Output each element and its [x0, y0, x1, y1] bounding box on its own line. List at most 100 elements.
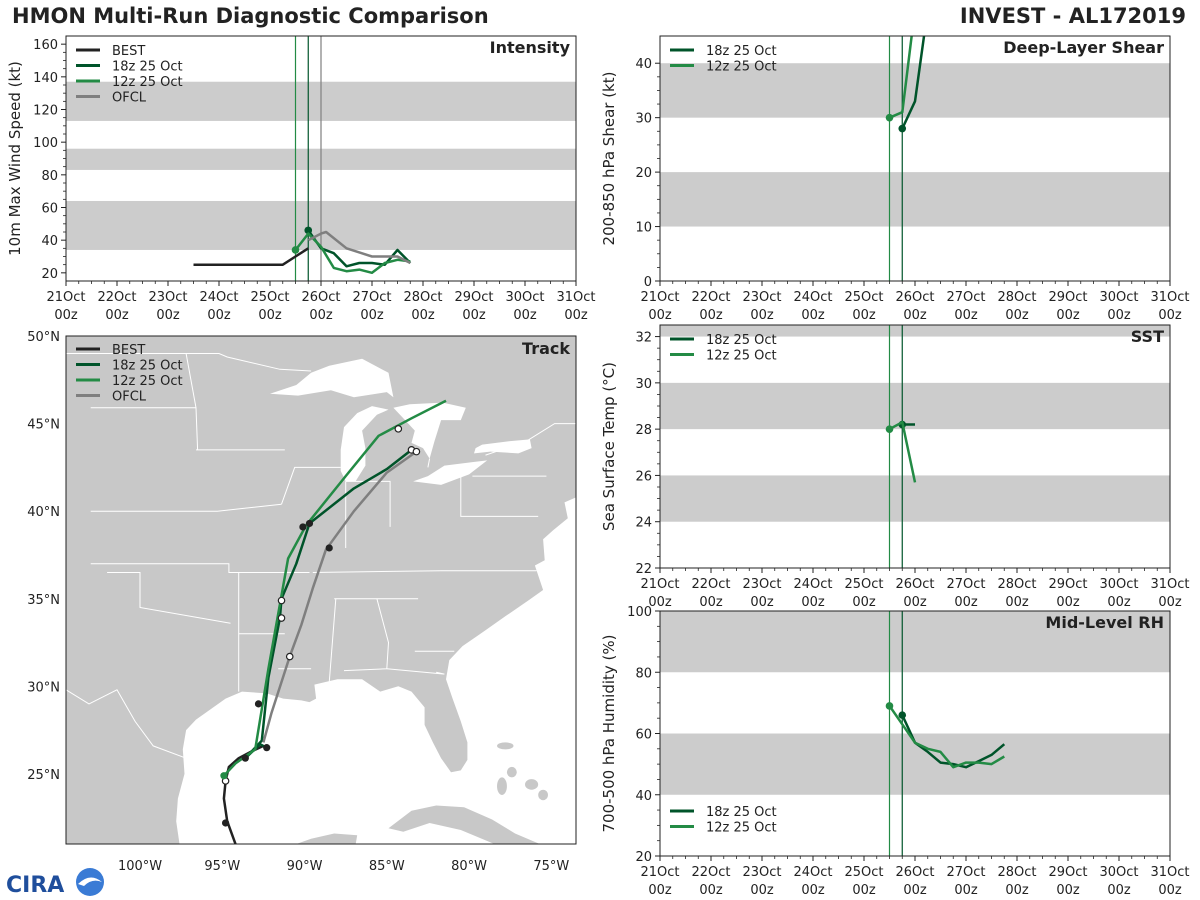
map-border-14 [312, 570, 537, 573]
sst-legend-label-0: 18z 25 Oct [706, 333, 777, 348]
intensity-ytick-label-7: 160 [33, 38, 58, 53]
sst-xtick-hour-4: 00z [852, 595, 876, 610]
sst-band-0 [660, 475, 1170, 522]
rh-plot-area [660, 611, 1170, 856]
sst-series-1 [888, 420, 917, 483]
map-land-bahamas-4 [497, 777, 507, 795]
intensity-xtick-day-10: 31Oct [556, 290, 595, 305]
rh-xtick-hour-6: 00z [954, 883, 978, 898]
track-lat-label-4: 45°N [27, 418, 60, 433]
track-series-0-point-5 [305, 519, 314, 528]
sst-xtick-day-3: 24Oct [793, 577, 832, 592]
sst-xtick-hour-5: 00z [903, 595, 927, 610]
track-title: Track [522, 339, 570, 358]
map-land-cuba [388, 805, 540, 844]
intensity-series-1-point [304, 226, 313, 235]
sst-xtick-hour-9: 00z [1107, 595, 1131, 610]
rh-xtick-hour-8: 00z [1056, 883, 1080, 898]
shear-plot-area [660, 36, 1170, 281]
track-series-2-point-0 [220, 772, 228, 780]
shear-xtick-day-0: 21Oct [640, 290, 679, 305]
intensity-xtick-hour-6: 00z [360, 308, 384, 323]
shear-band-0 [660, 172, 1170, 227]
rh-xtick-hour-3: 00z [801, 883, 825, 898]
intensity-xtick-hour-9: 00z [513, 308, 537, 323]
shear-xtick-hour-3: 00z [801, 308, 825, 323]
intensity-ytick-label-1: 40 [41, 234, 58, 249]
intensity-xtick-hour-10: 00z [564, 308, 588, 323]
track-legend-label-3: OFCL [112, 390, 147, 405]
sst-xtick-day-9: 30Oct [1099, 577, 1138, 592]
sst-ytick-label-4: 30 [635, 377, 652, 392]
sst-xtick-day-0: 21Oct [640, 577, 679, 592]
intensity-xtick-hour-1: 00z [105, 308, 129, 323]
track-series-0-point-0 [221, 819, 230, 827]
rh-xtick-day-5: 26Oct [895, 865, 934, 880]
shear-xtick-hour-5: 00z [903, 308, 927, 323]
sst-xtick-hour-7: 00z [1005, 595, 1029, 610]
shear-xtick-day-6: 27Oct [946, 290, 985, 305]
map-land-bahamas-3 [538, 789, 549, 801]
shear-xtick-day-3: 24Oct [793, 290, 832, 305]
track-lon-label-4: 80°W [451, 859, 487, 874]
intensity-xtick-hour-0: 00z [54, 308, 78, 323]
track-series-3-open-point-5 [412, 447, 421, 456]
track-series-3-open-point-0 [277, 596, 286, 605]
track-series-0-point-2 [263, 744, 271, 752]
rh-xtick-day-8: 29Oct [1048, 865, 1087, 880]
shear-panel: 0 10 20 30 40 21Oct 00z 22Oct 00z 23Oct 00z 24Oct 00… [600, 35, 1190, 323]
sst-ytick-label-2: 26 [635, 469, 652, 484]
intensity-legend-label-2: 12z 25 Oct [112, 75, 183, 90]
rh-legend-label-1: 12z 25 Oct [706, 821, 777, 836]
sst-ytick-label-1: 24 [635, 516, 652, 531]
map-border-0 [66, 353, 312, 372]
track-legend-label-0: BEST [112, 343, 145, 358]
intensity-ytick-label-4: 100 [33, 136, 58, 151]
track-lat-label-1: 30°N [27, 680, 60, 695]
rh-xtick-hour-7: 00z [1005, 883, 1029, 898]
map-border-22 [107, 572, 231, 624]
shear-xtick-day-5: 26Oct [895, 290, 934, 305]
map-border-4 [90, 563, 310, 573]
shear-xtick-day-8: 29Oct [1048, 290, 1087, 305]
rh-xtick-day-2: 23Oct [742, 865, 781, 880]
logo-swirl-icon [78, 877, 102, 886]
sst-legend-label-1: 12z 25 Oct [706, 349, 777, 364]
map-border-15 [345, 480, 391, 527]
rh-xtick-hour-4: 00z [852, 883, 876, 898]
sst-band-2 [660, 325, 1170, 337]
storm-id: INVEST - AL172019 [959, 4, 1186, 28]
intensity-ytick-label-6: 140 [33, 71, 58, 86]
rh-ylabel: 700-500 hPa Humidity (%) [600, 634, 618, 832]
intensity-ytick-label-5: 120 [33, 104, 58, 119]
intensity-xtick-day-9: 30Oct [505, 290, 544, 305]
intensity-series-1 [307, 229, 412, 268]
rh-series-1 [888, 705, 1005, 769]
track-lat-label-3: 40°N [27, 505, 60, 520]
track-lat-label-5: 50°N [27, 330, 60, 345]
track-legend-label-1: 18z 25 Oct [112, 359, 183, 374]
rh-xtick-day-7: 28Oct [997, 865, 1036, 880]
sst-ytick-label-0: 22 [635, 562, 652, 577]
intensity-panel: 20 40 60 80 100 120 140 160 21Oct 00z 22Oct 00z 23Oc… [6, 35, 596, 323]
rh-xtick-hour-10: 00z [1158, 883, 1182, 898]
map-land-north-america [66, 336, 576, 844]
map-border-17 [460, 476, 539, 517]
shear-xtick-hour-7: 00z [1005, 308, 1029, 323]
shear-legend-label-1: 12z 25 Oct [706, 60, 777, 75]
sst-plot-area [660, 325, 1170, 568]
track-frame [65, 335, 577, 845]
shear-ytick-label-0: 0 [644, 275, 652, 290]
track-panel: 100°W 95°W 90°W 85°W 80°W 75°W 25°N 30°N 35°N 40°… [27, 330, 577, 874]
shear-xtick-hour-8: 00z [1056, 308, 1080, 323]
map-lake-erie [413, 460, 488, 485]
rh-series-1-point [885, 702, 894, 710]
intensity-plot-area [66, 36, 576, 281]
intensity-ylabel: 10m Max Wind Speed (kt) [6, 61, 24, 256]
shear-title: Deep-Layer Shear [1003, 38, 1164, 57]
intensity-xtick-day-2: 23Oct [148, 290, 187, 305]
track-series-3 [262, 450, 418, 743]
sst-xtick-hour-1: 00z [699, 595, 723, 610]
track-series-3-open-point-3 [394, 425, 403, 433]
sst-xtick-day-5: 26Oct [895, 577, 934, 592]
